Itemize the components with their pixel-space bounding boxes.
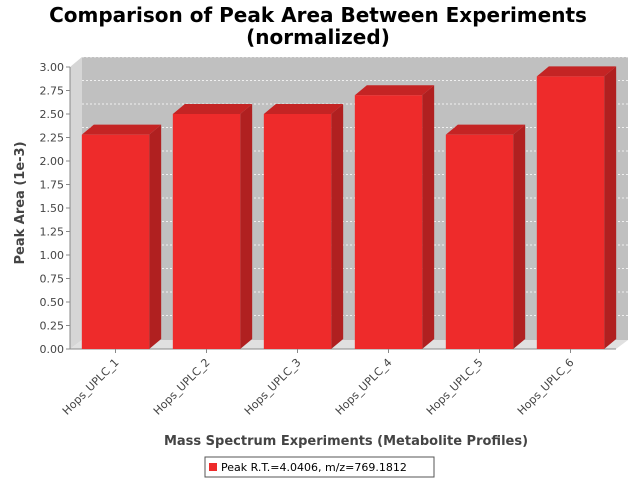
y-tick-label: 1.00	[40, 249, 65, 262]
bar	[445, 124, 526, 350]
x-tick-label: Hops_UPLC_3	[242, 356, 304, 418]
bar-top	[172, 104, 253, 114]
x-tick-label: Hops_UPLC_5	[424, 356, 486, 418]
y-tick-label: 0.50	[40, 296, 65, 309]
bar-front	[354, 95, 423, 349]
legend-swatch	[209, 463, 217, 471]
y-tick-label: 1.75	[40, 179, 65, 192]
x-tick-label: Hops_UPLC_2	[151, 356, 213, 418]
bar-side	[149, 124, 162, 350]
chart-title-line2: (normalized)	[246, 25, 390, 49]
bar-front	[263, 114, 332, 349]
bar	[354, 85, 435, 349]
y-tick-label: 1.50	[40, 202, 65, 215]
bars	[81, 66, 617, 350]
y-tick-label: 2.00	[40, 155, 65, 168]
bar-side	[331, 104, 344, 349]
bar-top	[263, 104, 344, 114]
legend-box	[204, 456, 435, 478]
bar	[81, 124, 162, 350]
y-tick-label: 0.25	[40, 320, 65, 333]
y-axis-label: Peak Area (1e-3)	[13, 141, 28, 264]
bar-front	[536, 76, 605, 350]
bar-side	[422, 85, 435, 349]
bar-side	[240, 104, 253, 349]
bar-top	[354, 85, 435, 96]
bar	[172, 104, 253, 349]
y-tick-label: 0.75	[40, 273, 65, 286]
y-axis-ticks: 0.00 0.25 0.50 0.75 1.00 1.25 1.50 1.75 2.00 2.25…	[40, 61, 70, 356]
chart-title-line1: Comparison of Peak Area Between Experime…	[49, 3, 587, 27]
y-tick-label: 3.00	[40, 61, 65, 74]
y-tick-label: 2.50	[40, 108, 65, 121]
x-tick-label: Hops_UPLC_4	[333, 356, 395, 418]
x-tick-label: Hops_UPLC_6	[515, 356, 577, 418]
bar	[263, 104, 344, 349]
y-tick-label: 0.00	[40, 343, 65, 356]
bar-front	[81, 134, 150, 349]
x-tick-label: Hops_UPLC_1	[60, 356, 122, 418]
plot-left-wall	[70, 57, 82, 349]
bar-side	[513, 124, 526, 350]
y-tick-label: 2.25	[40, 132, 65, 145]
legend-label: Peak R.T.=4.0406, m/z=769.1812	[221, 461, 407, 474]
bar-top	[81, 124, 162, 135]
y-tick-label: 1.25	[40, 226, 65, 239]
x-axis-label: Mass Spectrum Experiments (Metabolite Pr…	[164, 434, 528, 449]
x-axis-ticks: Hops_UPLC_1 Hops_UPLC_2 Hops_UPLC_3 Hops_UP…	[60, 349, 577, 418]
bar-front	[172, 114, 241, 349]
bar-top	[445, 124, 526, 135]
bar-front	[445, 134, 514, 349]
bar	[536, 66, 617, 350]
bar-top	[536, 66, 617, 77]
bar-side	[604, 66, 617, 350]
legend: Peak R.T.=4.0406, m/z=769.1812	[204, 456, 435, 478]
y-tick-label: 2.75	[40, 85, 65, 98]
